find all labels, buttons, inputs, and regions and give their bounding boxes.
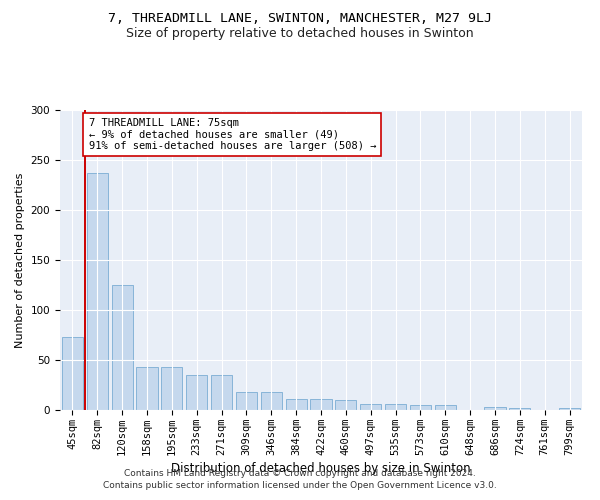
Y-axis label: Number of detached properties: Number of detached properties: [15, 172, 25, 348]
Bar: [410, 405, 431, 410]
Bar: [385, 404, 406, 410]
Bar: [484, 407, 506, 410]
Bar: [335, 400, 356, 410]
Bar: [112, 285, 133, 410]
Bar: [62, 337, 83, 410]
Bar: [310, 399, 332, 410]
Text: 7, THREADMILL LANE, SWINTON, MANCHESTER, M27 9LJ: 7, THREADMILL LANE, SWINTON, MANCHESTER,…: [108, 12, 492, 26]
Bar: [261, 392, 282, 410]
Bar: [186, 375, 207, 410]
Bar: [136, 367, 158, 410]
Bar: [435, 405, 456, 410]
Text: 7 THREADMILL LANE: 75sqm
← 9% of detached houses are smaller (49)
91% of semi-de: 7 THREADMILL LANE: 75sqm ← 9% of detache…: [89, 118, 376, 151]
Bar: [509, 408, 530, 410]
Text: Contains public sector information licensed under the Open Government Licence v3: Contains public sector information licen…: [103, 481, 497, 490]
Text: Contains HM Land Registry data © Crown copyright and database right 2024.: Contains HM Land Registry data © Crown c…: [124, 468, 476, 477]
Bar: [559, 408, 580, 410]
Text: Size of property relative to detached houses in Swinton: Size of property relative to detached ho…: [126, 28, 474, 40]
Bar: [211, 375, 232, 410]
Bar: [286, 399, 307, 410]
X-axis label: Distribution of detached houses by size in Swinton: Distribution of detached houses by size …: [171, 462, 471, 475]
Bar: [161, 367, 182, 410]
Bar: [360, 404, 381, 410]
Bar: [236, 392, 257, 410]
Bar: [87, 173, 108, 410]
